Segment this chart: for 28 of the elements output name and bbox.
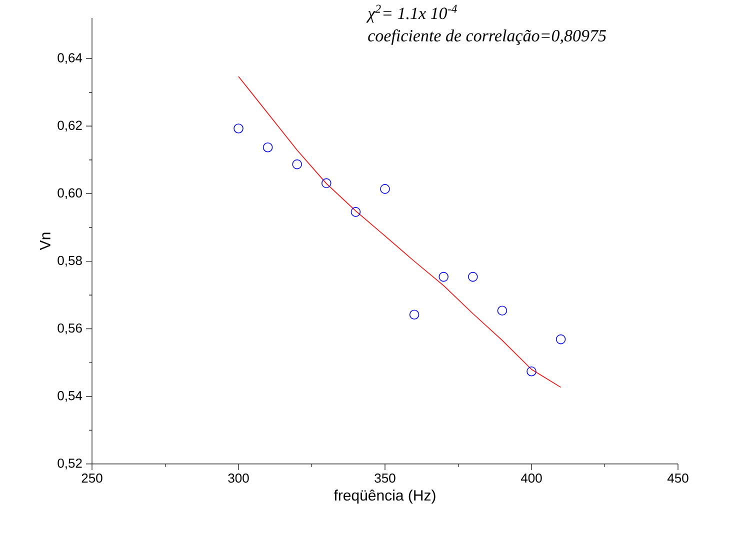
x-tick-label: 300 (228, 474, 249, 483)
point (380, 184, 390, 194)
y-tick-label: 0,62 (58, 120, 82, 132)
point (468, 272, 478, 282)
point (350, 207, 361, 217)
y-tick-label: 0,58 (58, 256, 82, 267)
y-tick-label: 0,54 (58, 391, 82, 402)
point (526, 366, 536, 376)
annotation: coeficiente de correlação=0,80975 (368, 29, 606, 45)
point (556, 334, 566, 344)
point (292, 159, 302, 170)
point (409, 310, 420, 320)
annotation: χ$^{2}$= 1.1x 10$^{-4}$ (366, 4, 457, 23)
y-tick-label: 0,52 (58, 458, 82, 470)
y-tick-label: 0,64 (58, 53, 82, 64)
x-tick-label: 400 (520, 474, 542, 483)
point (234, 124, 244, 134)
x-tick-label: 250 (82, 474, 102, 483)
x-axis-title: freqüência (Hz) (334, 490, 436, 504)
point (262, 142, 273, 152)
point (322, 178, 332, 188)
point (438, 272, 449, 282)
y-tick-label: 0,56 (58, 323, 82, 334)
y-axis-title: Vn (40, 232, 50, 250)
point (497, 306, 508, 316)
y-tick-label: 0,60 (58, 188, 82, 200)
x-tick-label: 450 (667, 474, 688, 483)
x-tick-label: 350 (374, 474, 396, 483)
